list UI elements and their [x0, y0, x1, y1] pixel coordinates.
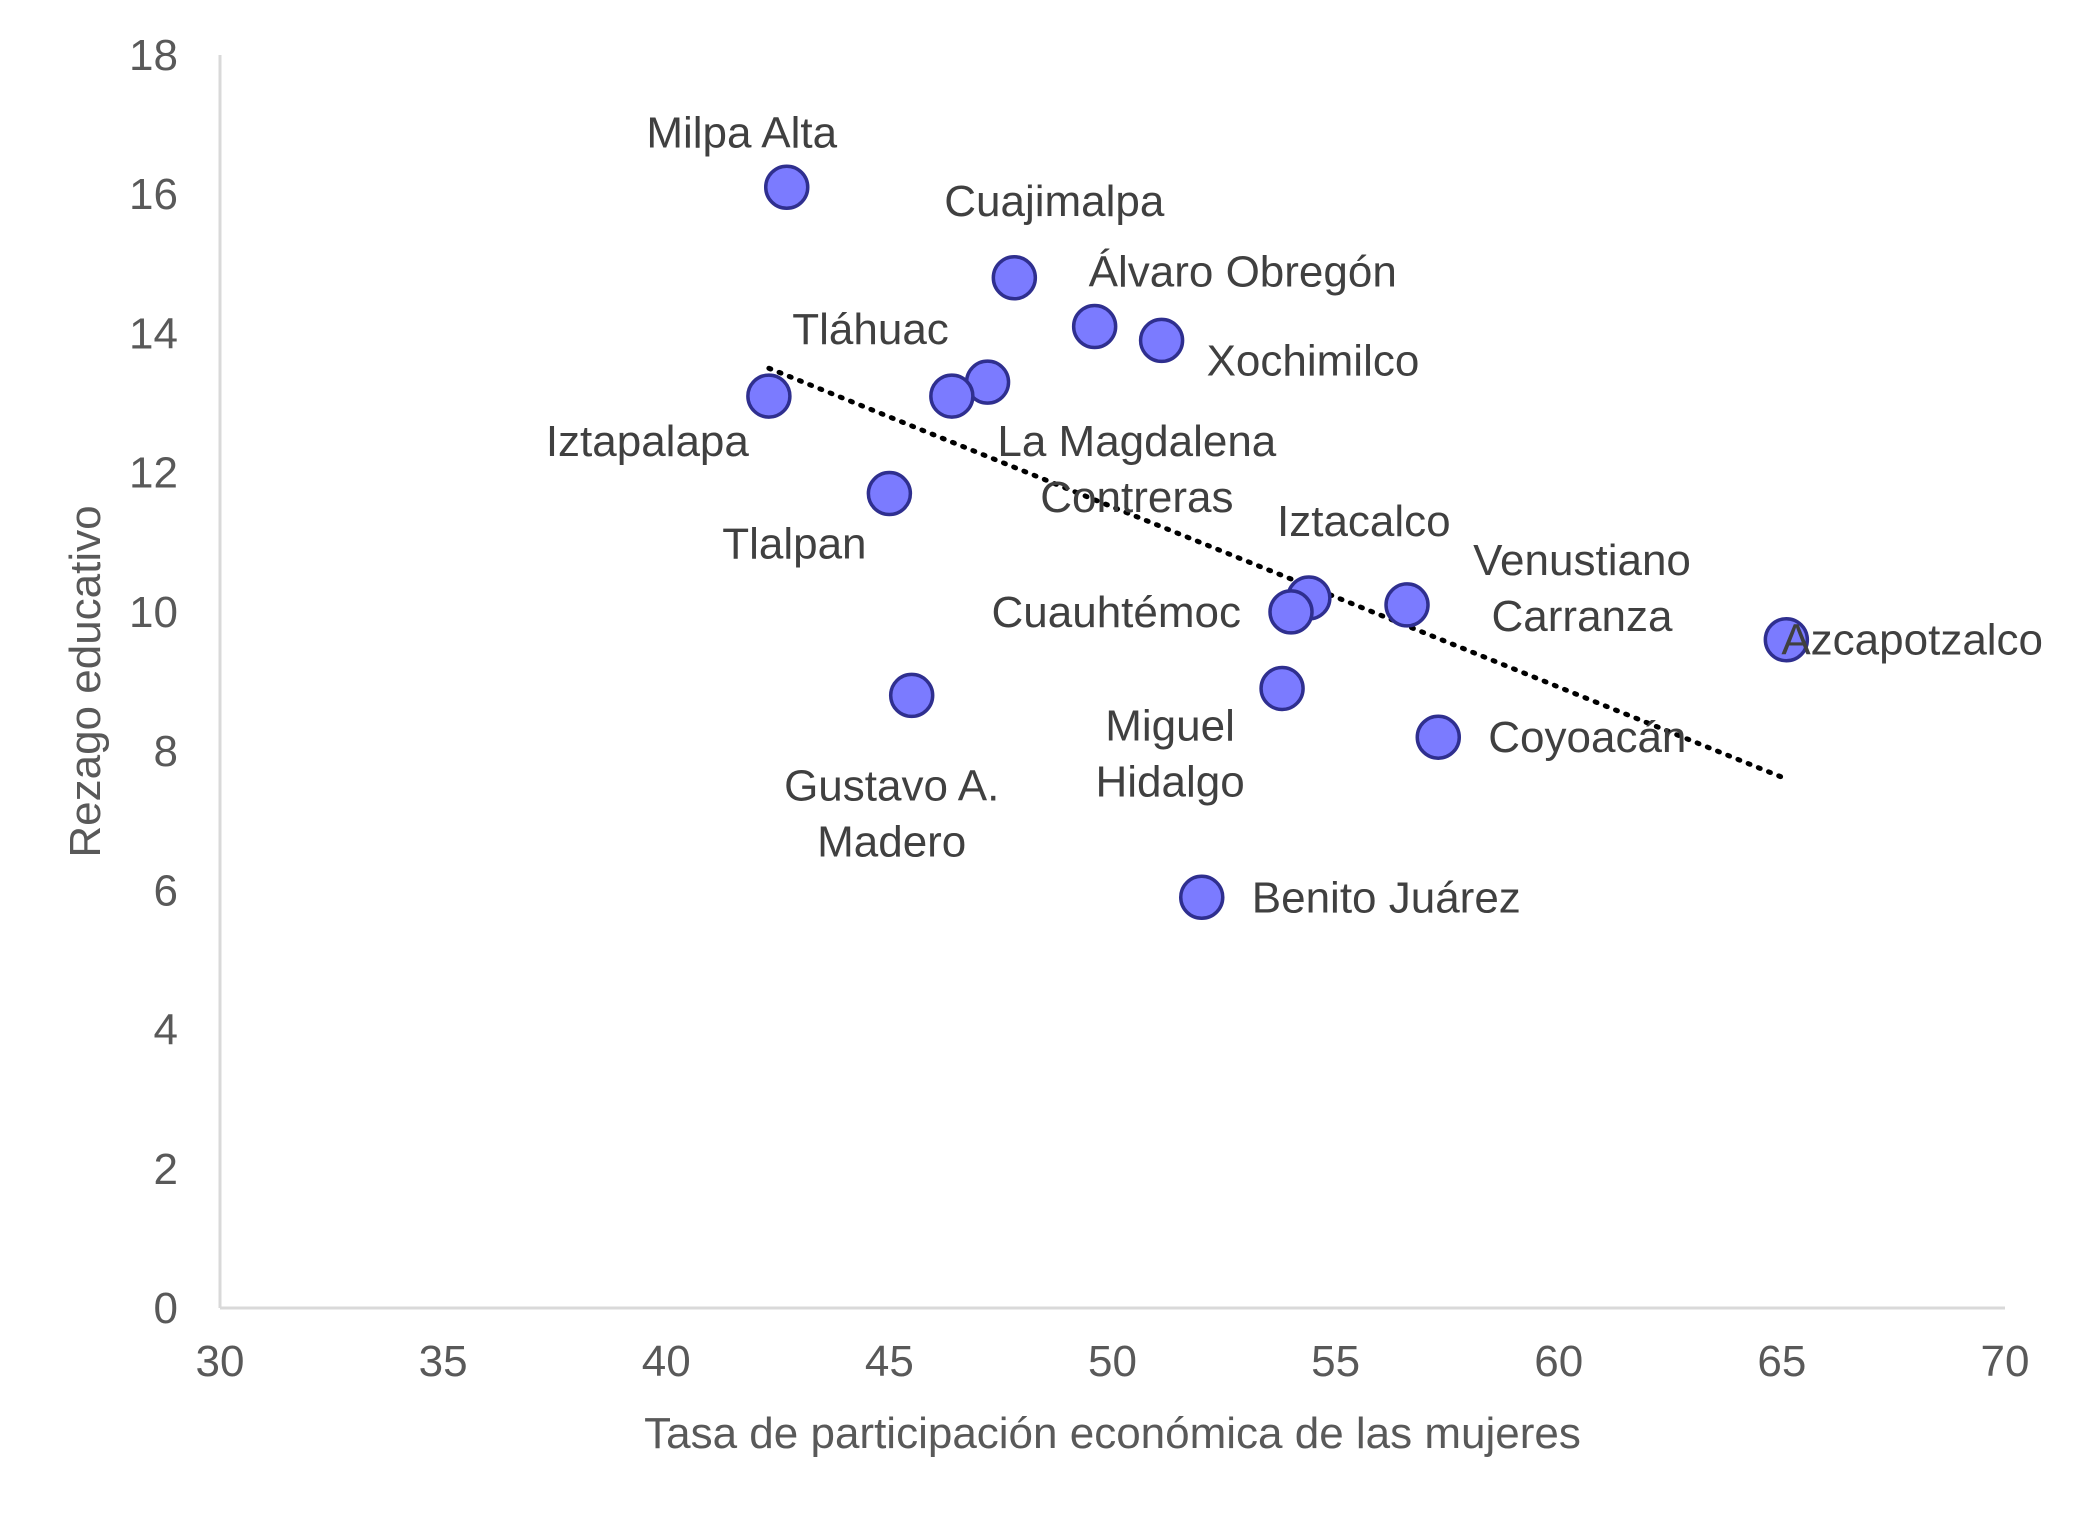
point-label: Miguel Hidalgo [1095, 701, 1244, 806]
data-point [866, 470, 913, 517]
point-label: Tláhuac [792, 305, 949, 354]
data-point [888, 672, 935, 719]
x-tick-label: 45 [865, 1337, 914, 1386]
point-label: La Magdalena Contreras [997, 417, 1276, 522]
point-label: Álvaro Obregón [1089, 247, 1397, 296]
point-label: Benito Juárez [1252, 873, 1521, 922]
trendline [766, 365, 1789, 782]
y-tick-label: 12 [129, 449, 178, 498]
data-point [1259, 665, 1305, 712]
data-point [763, 164, 810, 211]
data-point [1384, 582, 1430, 628]
x-axis-title: Tasa de participación económica de las m… [644, 1409, 1581, 1458]
y-tick-label: 6 [154, 866, 178, 915]
point-label: Tlalpan [722, 520, 866, 569]
point-label: Coyoacán [1488, 713, 1686, 762]
trendline-group [766, 365, 1789, 782]
point-labels: Milpa Alta Cuajimalpa Álvaro Obregón Xochim… [546, 108, 2043, 922]
x-tick-label: 55 [1311, 1337, 1360, 1386]
y-tick-label: 14 [129, 309, 178, 358]
y-tick-label: 10 [129, 588, 178, 637]
data-point [1138, 317, 1185, 364]
y-axis-title: Rezago educativo [61, 505, 110, 857]
x-tick-label: 40 [642, 1337, 691, 1386]
data-point [1415, 714, 1462, 760]
data-point [929, 373, 975, 419]
y-tick-label: 0 [154, 1284, 178, 1333]
x-tick-label: 70 [1981, 1337, 2030, 1386]
data-point [1763, 616, 1810, 663]
data-points [746, 164, 1810, 921]
point-label: Gustavo A. Madero [784, 761, 999, 866]
point-label: Iztacalco [1277, 497, 1451, 546]
point-label: Cuajimalpa [944, 177, 1165, 226]
x-tick-label: 35 [419, 1337, 468, 1386]
point-label: Milpa Alta [646, 108, 837, 157]
x-tick-label: 65 [1757, 1337, 1806, 1386]
y-tick-label: 8 [154, 727, 178, 776]
x-tick-label: 30 [196, 1337, 245, 1386]
data-point [746, 373, 792, 419]
point-label: Azcapotzalco [1781, 616, 2043, 665]
x-tick-label: 50 [1088, 1337, 1137, 1386]
x-tick-label: 60 [1534, 1337, 1583, 1386]
y-tick-label: 18 [129, 31, 178, 80]
point-label: Iztapalapa [546, 417, 750, 466]
point-label: Venustiano Carranza [1473, 536, 1691, 641]
axes [218, 55, 2005, 1310]
data-point [1179, 874, 1225, 921]
data-point [1071, 303, 1118, 350]
y-tick-label: 16 [129, 170, 178, 219]
y-tick-label: 4 [154, 1006, 178, 1055]
data-point [1268, 589, 1314, 635]
point-label: Xochimilco [1207, 336, 1420, 385]
y-tick-label: 2 [154, 1145, 178, 1194]
point-label: Cuauhtémoc [992, 588, 1241, 637]
x-tick-labels: 30 35 40 45 50 55 60 65 70 [196, 1337, 2030, 1386]
data-point [991, 255, 1038, 301]
y-tick-labels: 0 2 4 6 8 10 12 14 16 18 [129, 31, 178, 1333]
